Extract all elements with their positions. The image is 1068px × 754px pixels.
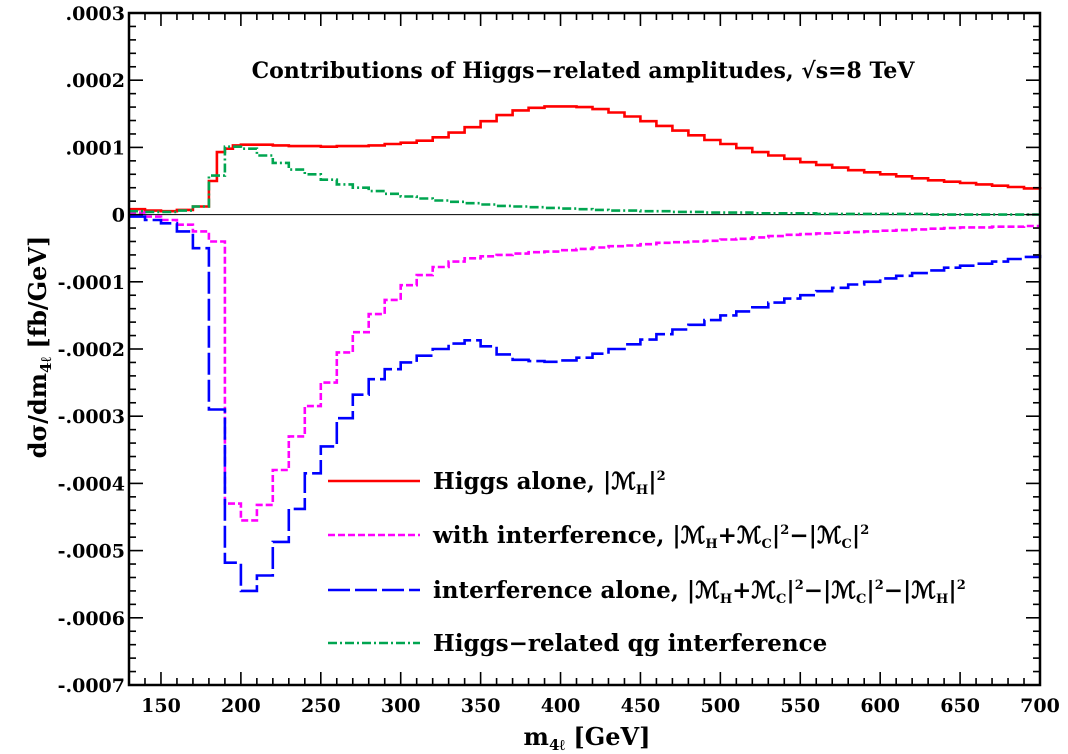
y-tick-label: -.0007 bbox=[58, 675, 125, 697]
x-tick-label: 500 bbox=[701, 695, 741, 717]
x-tick-label: 350 bbox=[461, 695, 501, 717]
series-3-line bbox=[129, 145, 1040, 216]
y-tick-label: .0002 bbox=[66, 70, 126, 92]
tick-labels: 150 200 250 300 350 400 450 500 550 600 650 700 .000… bbox=[58, 3, 1060, 717]
y-tick-label: 0 bbox=[112, 205, 125, 227]
ticks-layer bbox=[128, 12, 1041, 686]
y-tick-label: -.0001 bbox=[58, 272, 125, 294]
x-tick-label: 250 bbox=[301, 695, 341, 717]
legend-entry-0: Higgs alone, |ℳH|2 bbox=[433, 468, 666, 498]
y-axis-title-unit: [fb/GeV] bbox=[23, 236, 52, 357]
plot-title: Contributions of Higgs−related amplitude… bbox=[252, 58, 916, 84]
y-tick-label: -.0004 bbox=[58, 473, 125, 495]
y-axis-title-main: dσ/dm bbox=[23, 373, 52, 458]
legend-entry-2: interference alone, |ℳH+ℳC|2−|ℳC|2−|ℳH|2 bbox=[433, 577, 966, 607]
series-0-line bbox=[129, 105, 1042, 213]
y-axis-title-sub: 4ℓ bbox=[37, 357, 55, 373]
x-tick-label: 550 bbox=[780, 695, 820, 717]
x-axis-title-main: m bbox=[524, 722, 549, 751]
legend-entry-3: Higgs−related qg interference bbox=[433, 630, 827, 657]
legend: Higgs alone, |ℳH|2 with interference, |ℳH… bbox=[328, 468, 966, 657]
x-tick-label: 650 bbox=[940, 695, 980, 717]
y-tick-label: -.0006 bbox=[58, 608, 125, 630]
x-axis-title-sub: 4ℓ bbox=[549, 736, 565, 754]
series-layer bbox=[129, 105, 1042, 593]
y-tick-label: -.0005 bbox=[58, 541, 125, 563]
y-tick-label: .0001 bbox=[66, 137, 126, 159]
x-tick-label: 150 bbox=[141, 695, 181, 717]
x-tick-label: 200 bbox=[221, 695, 261, 717]
series-2-line bbox=[129, 215, 1042, 593]
x-tick-label: 300 bbox=[381, 695, 421, 717]
x-axis-title: m4ℓ [GeV] bbox=[524, 722, 651, 754]
x-tick-label: 700 bbox=[1020, 695, 1060, 717]
y-axis-title: dσ/dm4ℓ [fb/GeV] bbox=[23, 236, 55, 459]
x-tick-label: 600 bbox=[860, 695, 900, 717]
x-tick-label: 400 bbox=[541, 695, 581, 717]
y-tick-label: .0003 bbox=[66, 3, 126, 25]
y-tick-label: -.0002 bbox=[58, 339, 125, 361]
y-tick-label: -.0003 bbox=[58, 406, 125, 428]
x-axis-title-unit: [GeV] bbox=[565, 722, 650, 751]
legend-entry-1: with interference, |ℳH+ℳC|2−|ℳC|2 bbox=[432, 522, 869, 552]
series-1-line bbox=[129, 211, 1040, 522]
x-tick-label: 450 bbox=[621, 695, 661, 717]
